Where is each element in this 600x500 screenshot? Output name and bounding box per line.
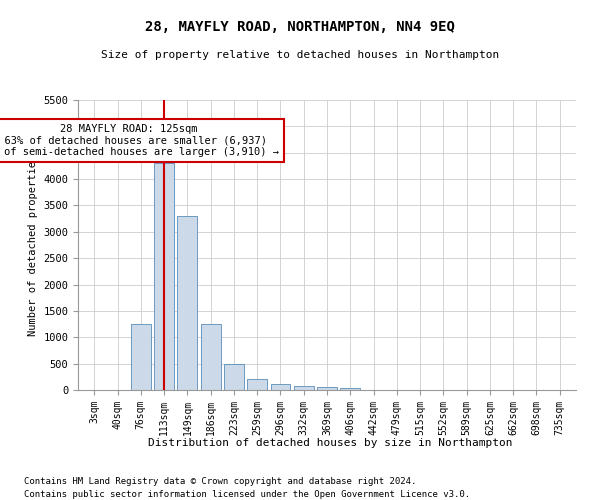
Text: 28, MAYFLY ROAD, NORTHAMPTON, NN4 9EQ: 28, MAYFLY ROAD, NORTHAMPTON, NN4 9EQ xyxy=(145,20,455,34)
Y-axis label: Number of detached properties: Number of detached properties xyxy=(28,154,38,336)
Bar xyxy=(154,164,174,390)
Text: 28 MAYFLY ROAD: 125sqm
← 63% of detached houses are smaller (6,937)
36% of semi-: 28 MAYFLY ROAD: 125sqm ← 63% of detached… xyxy=(0,124,279,157)
Text: Size of property relative to detached houses in Northampton: Size of property relative to detached ho… xyxy=(101,50,499,60)
Bar xyxy=(131,324,151,390)
Bar xyxy=(224,364,244,390)
Bar xyxy=(178,216,197,390)
Bar xyxy=(294,386,314,390)
Bar xyxy=(340,388,360,390)
Bar xyxy=(317,387,337,390)
Text: Distribution of detached houses by size in Northampton: Distribution of detached houses by size … xyxy=(148,438,512,448)
Text: Contains HM Land Registry data © Crown copyright and database right 2024.: Contains HM Land Registry data © Crown c… xyxy=(24,478,416,486)
Bar xyxy=(247,380,267,390)
Text: Contains public sector information licensed under the Open Government Licence v3: Contains public sector information licen… xyxy=(24,490,470,499)
Bar xyxy=(201,324,221,390)
Bar xyxy=(271,384,290,390)
